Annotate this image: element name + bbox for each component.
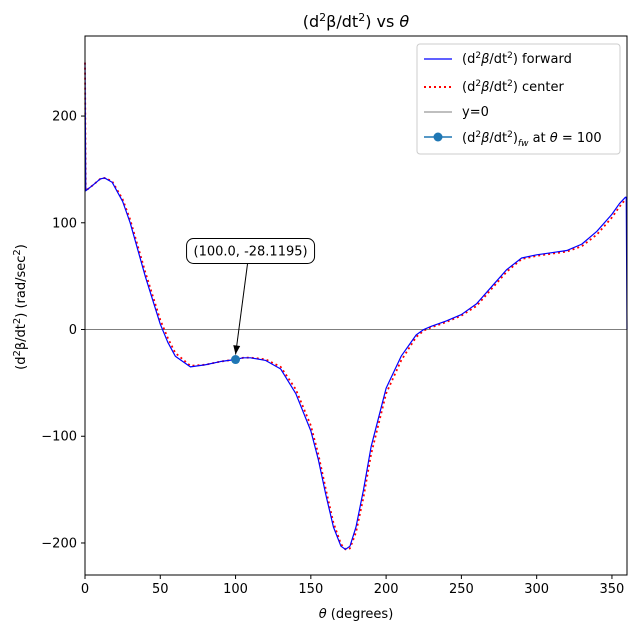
x-tick-label: 350 xyxy=(600,582,625,597)
legend-box xyxy=(416,43,621,155)
series-layer xyxy=(84,62,628,551)
y-tick-label: −200 xyxy=(41,536,77,551)
legend-label-forward: (d2β/dt2) forward xyxy=(462,51,572,67)
x-axis: 0 50 100 150 200 250 300 350 xyxy=(81,575,624,597)
annotation-arrowhead xyxy=(233,345,241,355)
y-tick-label: 200 xyxy=(52,110,77,125)
annotation-box xyxy=(186,238,316,264)
legend-label-zero: y=0 xyxy=(462,105,489,120)
chart-title: (d2β/dt2) vs θ xyxy=(303,11,410,31)
annotation-arrow xyxy=(235,263,249,355)
annotation-label: (100.0, -28.1195) xyxy=(194,245,308,260)
x-axis-label: θ (degrees) xyxy=(319,607,394,622)
legend-swatch-marker xyxy=(433,132,443,142)
y-tick-label: −100 xyxy=(41,430,77,445)
x-tick-label: 200 xyxy=(374,582,399,597)
y-axis-label: (d2β/dt2) (rad/sec2) xyxy=(12,244,29,370)
legend-label-center: (d2β/dt2) center xyxy=(462,79,565,95)
x-tick-label: 150 xyxy=(298,582,323,597)
x-tick-label: 300 xyxy=(524,582,549,597)
x-tick-label: 250 xyxy=(449,582,474,597)
y-tick-label: 0 xyxy=(69,323,77,338)
annotation-layer: (100.0, -28.1195) xyxy=(186,238,316,355)
y-tick-label: 100 xyxy=(52,216,77,231)
plot-frame xyxy=(84,35,628,576)
legend: (d2β/dt2) forward (d2β/dt2) center y=0 (… xyxy=(416,43,621,155)
series-point-marker xyxy=(231,355,241,365)
series-forward-line xyxy=(84,62,628,550)
plot-area: (100.0, -28.1195) xyxy=(84,35,628,576)
y-axis: −200 −100 0 100 200 xyxy=(41,110,85,551)
x-tick-label: 100 xyxy=(223,582,248,597)
x-tick-label: 0 xyxy=(81,582,89,597)
marker-layer xyxy=(231,355,241,365)
x-tick-label: 50 xyxy=(152,582,169,597)
legend-label-marker: (d2β/dt2)fw at θ = 100 xyxy=(462,130,602,149)
